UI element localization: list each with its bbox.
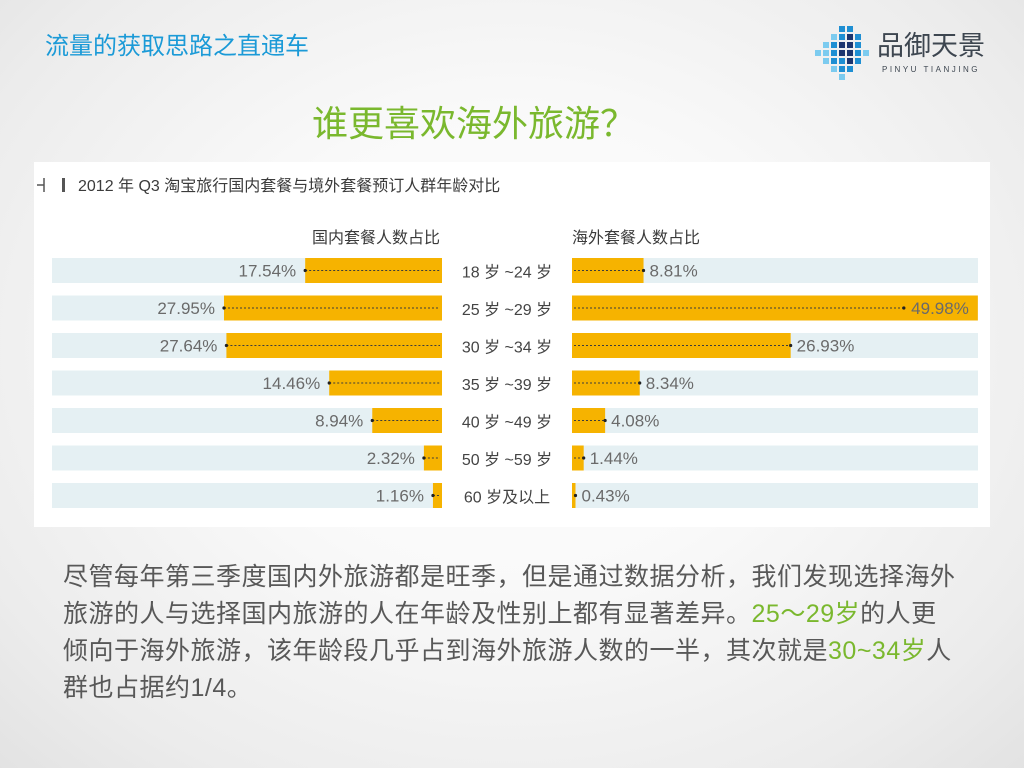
description-text: 的人更 [860, 600, 937, 628]
highlight-age-range: 30~34岁 [828, 637, 927, 665]
overseas-value-label: 1.44% [590, 449, 638, 468]
overseas-bar-end-dot [902, 306, 906, 310]
age-comparison-chart: 2012 年 Q3 淘宝旅行国内套餐与境外套餐预订人群年龄对比 国内套餐人数占比… [37, 176, 978, 508]
domestic-value-label: 8.94% [315, 412, 363, 431]
description-text: 旅游的人与选择国内旅游的人在年龄及性别上都有显著差异。 [63, 600, 752, 628]
age-group-label: 40 岁 ~49 岁 [462, 414, 552, 432]
overseas-value-label: 49.98% [911, 299, 969, 318]
domestic-bar-end-dot [224, 343, 229, 348]
overseas-row-band [572, 408, 978, 433]
domestic-value-label: 27.64% [160, 337, 218, 356]
overseas-bar-end-dot [789, 343, 793, 348]
domestic-column-header: 国内套餐人数占比 [312, 229, 440, 247]
overseas-bar [572, 483, 576, 508]
overseas-bar-end-dot [573, 493, 578, 498]
overseas-value-label: 4.08% [611, 412, 659, 431]
overseas-bar-end-dot [638, 381, 642, 385]
overseas-bar [572, 333, 791, 358]
logo-name: 品御天景 [877, 31, 985, 61]
overseas-value-label: 8.34% [646, 374, 694, 393]
description-text: 尽管每年第三季度国内外旅游都是旺季，但是通过数据分析，我们发现选择海外 [63, 563, 956, 591]
description-text: 倾向于海外旅游，该年龄段几乎占到海外旅游人数的一半，其次就是 [63, 637, 829, 665]
description-line: 群也占据约1/4。 [63, 670, 956, 707]
age-group-label: 35 岁 ~39 岁 [462, 376, 552, 394]
overseas-bar-end-dot [582, 456, 586, 460]
domestic-value-label: 1.16% [376, 487, 424, 506]
highlight-age-range: 25～29岁 [751, 600, 861, 628]
bracket-bar-icon [37, 178, 65, 192]
overseas-row-band [572, 445, 978, 471]
domestic-value-label: 17.54% [239, 262, 297, 281]
age-group-label: 25 岁 ~29 岁 [462, 301, 552, 319]
description-text: 人 [926, 637, 952, 665]
overseas-bar-end-dot [603, 418, 607, 423]
domestic-value-label: 2.32% [367, 449, 415, 468]
section-title: 流量的获取思路之直通车 [45, 33, 309, 60]
domestic-bar-end-dot [222, 306, 226, 310]
domestic-bar [226, 333, 442, 358]
description-line: 倾向于海外旅游，该年龄段几乎占到海外旅游人数的一半，其次就是30~34岁人 [63, 633, 956, 670]
description-text: 群也占据约1/4。 [63, 674, 253, 702]
slide-title: 谁更喜欢海外旅游？ [312, 103, 637, 144]
age-group-label: 60 岁及以上 [464, 489, 550, 507]
overseas-value-label: 0.43% [581, 487, 629, 506]
domestic-bar-end-dot [431, 493, 435, 498]
overseas-value-label: 26.93% [797, 337, 855, 356]
age-group-label: 50 岁 ~59 岁 [462, 451, 552, 469]
domestic-bar-end-dot [422, 456, 426, 460]
overseas-value-label: 8.81% [650, 262, 698, 281]
overseas-row-band [572, 483, 978, 508]
domestic-bar [372, 408, 442, 433]
pixel-grid-logo-icon [815, 26, 869, 80]
brand-logo: 品御天景 PINYU TIANJING [815, 24, 995, 84]
description-line: 旅游的人与选择国内旅游的人在年龄及性别上都有显著差异。25～29岁的人更 [63, 596, 956, 633]
overseas-bar [572, 445, 584, 471]
age-group-label: 18 岁 ~24 岁 [462, 264, 552, 282]
domestic-value-label: 14.46% [263, 374, 321, 393]
overseas-bar [572, 408, 606, 433]
overseas-bar-end-dot [641, 268, 646, 273]
overseas-column-header: 海外套餐人数占比 [572, 229, 700, 247]
chart-rows: 17.54% 8.81% 18 岁 ~24 岁 27.95% 49.98% 25 岁 ~2… [52, 258, 978, 508]
age-group-label: 30 岁 ~34 岁 [462, 339, 552, 357]
domestic-bar-end-dot [327, 381, 331, 385]
description-paragraph: 尽管每年第三季度国内外旅游都是旺季，但是通过数据分析，我们发现选择海外 旅游的人… [63, 559, 956, 707]
chart-panel: 2012 年 Q3 淘宝旅行国内套餐与境外套餐预订人群年龄对比 国内套餐人数占比… [34, 162, 990, 527]
description-line: 尽管每年第三季度国内外旅游都是旺季，但是通过数据分析，我们发现选择海外 [63, 559, 956, 596]
domestic-row-band [52, 483, 442, 508]
domestic-value-label: 27.95% [157, 299, 215, 318]
chart-title: 2012 年 Q3 淘宝旅行国内套餐与境外套餐预订人群年龄对比 [78, 176, 500, 195]
logo-pinyin: PINYU TIANJING [882, 65, 980, 74]
domestic-bar-end-dot [303, 268, 307, 273]
domestic-row-band [52, 445, 442, 471]
domestic-bar-end-dot [370, 418, 374, 423]
